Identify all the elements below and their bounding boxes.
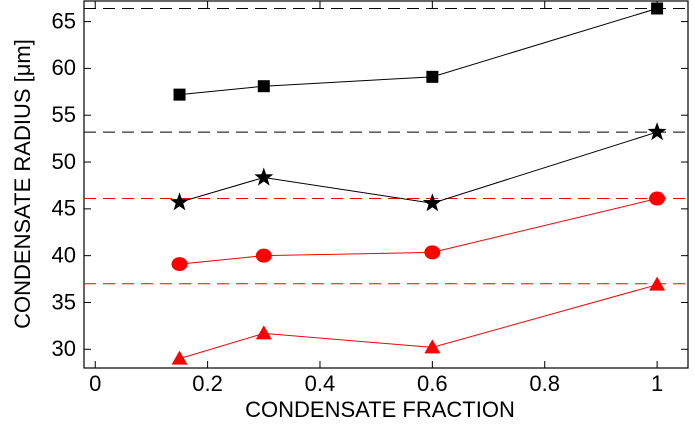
- circle-marker: [171, 257, 188, 272]
- y-tick-label: 60: [52, 55, 76, 80]
- x-tick-label: 1: [651, 371, 663, 396]
- square-marker: [173, 88, 186, 101]
- circle-marker: [255, 248, 272, 263]
- x-tick-label: 0: [89, 371, 101, 396]
- y-tick-label: 40: [52, 242, 76, 267]
- x-tick-label: 0.8: [529, 371, 560, 396]
- y-tick-label: 30: [52, 336, 76, 361]
- star-marker: [170, 192, 189, 211]
- series-line: [179, 198, 658, 265]
- x-tick-label: 0.6: [417, 371, 448, 396]
- square-marker: [257, 80, 270, 93]
- series-line: [179, 131, 658, 204]
- triangle-marker: [171, 350, 188, 365]
- series-line: [179, 284, 658, 360]
- triangle-marker: [424, 339, 441, 354]
- y-tick-label: 55: [52, 102, 76, 127]
- y-tick-label: 45: [52, 196, 76, 221]
- triangle-marker: [255, 325, 272, 340]
- star-marker: [647, 122, 667, 141]
- circle-marker: [649, 191, 666, 206]
- triangle-marker: [649, 276, 666, 291]
- star-marker: [254, 167, 274, 186]
- y-axis-title: CONDENSATE RADIUS [μm]: [10, 39, 35, 329]
- series-line: [179, 8, 658, 96]
- square-marker: [651, 2, 664, 15]
- x-axis-title: CONDENSATE FRACTION: [245, 397, 515, 422]
- star-marker: [422, 193, 442, 212]
- x-tick-label: 0.2: [192, 371, 223, 396]
- square-marker: [426, 70, 439, 83]
- y-tick-label: 50: [52, 149, 76, 174]
- y-tick-label: 65: [52, 8, 76, 33]
- y-tick-label: 35: [52, 289, 76, 314]
- x-tick-label: 0.4: [305, 371, 336, 396]
- circle-marker: [424, 245, 441, 260]
- plot-frame: [83, 0, 689, 369]
